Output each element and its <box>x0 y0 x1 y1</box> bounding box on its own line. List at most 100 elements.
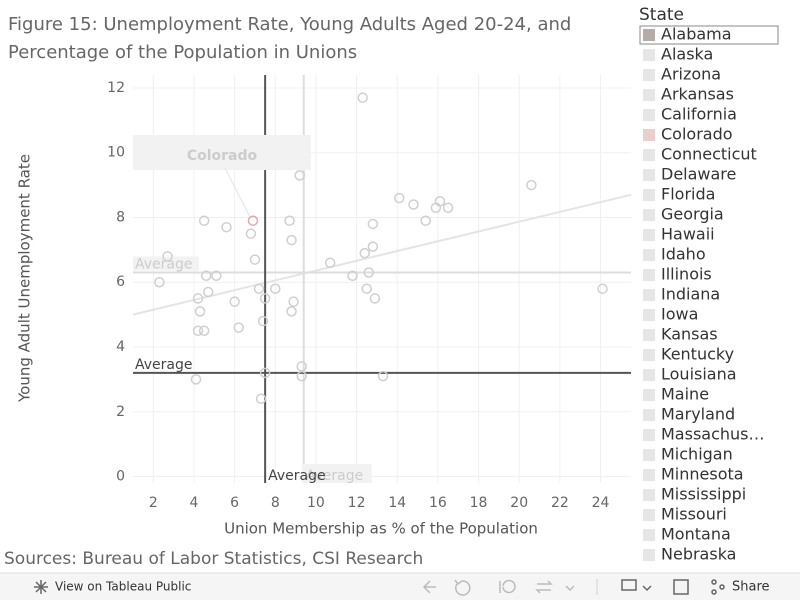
point[interactable] <box>233 322 244 333</box>
legend-swatch[interactable] <box>643 509 655 521</box>
point[interactable] <box>408 199 419 210</box>
legend-swatch[interactable] <box>643 289 655 301</box>
legend-swatch[interactable] <box>643 189 655 201</box>
point[interactable] <box>284 215 295 226</box>
legend-swatch[interactable] <box>643 229 655 241</box>
legend-label[interactable]: Delaware <box>661 165 736 184</box>
point[interactable] <box>253 283 265 294</box>
point[interactable] <box>229 296 240 307</box>
point[interactable] <box>259 293 271 304</box>
legend-swatch[interactable] <box>643 489 655 501</box>
point[interactable] <box>420 215 431 226</box>
point[interactable] <box>286 234 297 246</box>
legend-swatch[interactable] <box>643 349 655 361</box>
point[interactable] <box>369 293 381 304</box>
legend-label[interactable]: Indiana <box>661 285 720 304</box>
point[interactable] <box>377 370 389 382</box>
legend-swatch[interactable] <box>643 329 655 341</box>
legend-label[interactable]: Arizona <box>661 65 721 84</box>
legend-swatch[interactable] <box>643 389 655 401</box>
point[interactable] <box>162 251 173 262</box>
legend-label[interactable]: Nebraska <box>661 545 736 564</box>
legend-label[interactable]: Connecticut <box>661 145 757 164</box>
point[interactable] <box>288 296 299 307</box>
legend-label[interactable]: Missouri <box>661 505 727 524</box>
point[interactable] <box>211 270 222 282</box>
legend-label[interactable]: Illinois <box>661 265 712 284</box>
legend-swatch[interactable] <box>643 469 655 481</box>
legend-label[interactable]: Colorado <box>661 125 733 144</box>
point[interactable] <box>200 270 212 282</box>
point[interactable] <box>154 276 165 288</box>
point[interactable] <box>526 179 537 191</box>
point[interactable] <box>247 215 259 226</box>
legend-label[interactable]: Mississippi <box>661 485 746 504</box>
legend-label[interactable]: Arkansas <box>661 85 734 104</box>
legend-swatch[interactable] <box>643 129 655 141</box>
point[interactable] <box>255 393 267 405</box>
legend-swatch[interactable] <box>643 49 655 61</box>
point[interactable] <box>361 283 373 294</box>
point[interactable] <box>257 315 269 327</box>
point[interactable] <box>245 228 257 239</box>
point[interactable] <box>192 325 204 337</box>
legend-label[interactable]: Louisiana <box>661 365 737 384</box>
legend-swatch[interactable] <box>643 269 655 281</box>
legend-label[interactable]: Hawaii <box>661 225 715 244</box>
point[interactable] <box>221 221 232 233</box>
legend-swatch[interactable] <box>643 109 655 121</box>
legend-swatch[interactable] <box>643 249 655 261</box>
legend-label[interactable]: Maryland <box>661 405 735 424</box>
legend-swatch[interactable] <box>643 149 655 161</box>
point[interactable] <box>394 192 405 204</box>
point[interactable] <box>430 202 442 214</box>
legend-swatch[interactable] <box>643 369 655 381</box>
legend-swatch[interactable] <box>643 209 655 221</box>
legend-swatch[interactable] <box>643 169 655 181</box>
point[interactable] <box>194 306 206 317</box>
point[interactable] <box>192 293 204 304</box>
legend-label[interactable]: Michigan <box>661 445 733 464</box>
point[interactable] <box>296 370 307 382</box>
point[interactable] <box>249 254 261 265</box>
point[interactable] <box>294 170 305 181</box>
point[interactable] <box>202 286 214 298</box>
legend-swatch[interactable] <box>643 29 655 41</box>
tableau-logo[interactable] <box>34 580 48 594</box>
legend-label[interactable]: Georgia <box>661 205 724 224</box>
point[interactable] <box>347 270 358 282</box>
legend-label[interactable]: Montana <box>661 525 731 544</box>
legend-label[interactable]: Idaho <box>661 245 706 264</box>
legend-label[interactable]: Minnesota <box>661 465 744 484</box>
legend-label[interactable]: Massachus… <box>661 425 765 444</box>
legend-label[interactable]: Alabama <box>661 25 732 44</box>
point[interactable] <box>270 283 281 294</box>
legend-swatch[interactable] <box>643 549 655 561</box>
legend-swatch[interactable] <box>643 69 655 81</box>
legend-label[interactable]: Iowa <box>661 305 698 324</box>
legend-swatch[interactable] <box>643 309 655 321</box>
point[interactable] <box>363 267 375 278</box>
point[interactable] <box>259 367 271 379</box>
legend-swatch[interactable] <box>643 429 655 441</box>
point[interactable] <box>367 241 379 252</box>
legend-swatch[interactable] <box>643 449 655 461</box>
view-on-tableau[interactable]: View on Tableau Public <box>55 580 191 594</box>
toolbar-icons[interactable] <box>422 579 725 596</box>
legend-label[interactable]: Florida <box>661 185 715 204</box>
legend-label[interactable]: Maine <box>661 385 709 404</box>
point[interactable] <box>198 325 210 337</box>
legend-label[interactable]: Kentucky <box>661 345 734 364</box>
legend-label[interactable]: Alaska <box>661 45 713 64</box>
point[interactable] <box>359 247 370 259</box>
point[interactable] <box>198 215 210 226</box>
point[interactable] <box>597 283 608 294</box>
point[interactable] <box>324 257 336 269</box>
legend-swatch[interactable] <box>643 409 655 421</box>
legend-swatch[interactable] <box>643 89 655 101</box>
legend-label[interactable]: Kansas <box>661 325 718 344</box>
share[interactable]: Share <box>732 580 770 595</box>
point[interactable] <box>442 202 454 214</box>
point[interactable] <box>286 306 297 317</box>
point[interactable] <box>367 218 379 230</box>
